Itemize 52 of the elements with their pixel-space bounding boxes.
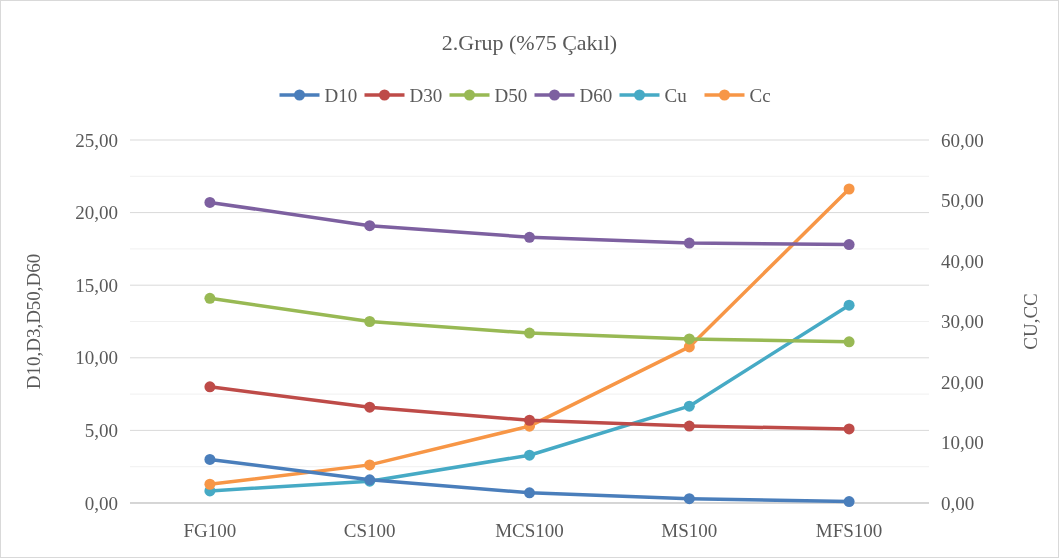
point [683,420,695,432]
point [204,478,216,490]
y-tick-label: 20,00 [75,202,118,224]
point [683,333,695,345]
y2-axis-title: CU,CC [1020,293,1041,350]
y-axis-title: D10,D3,D50,D60 [23,253,44,390]
point [843,299,855,311]
point [204,196,216,208]
y-tick-label: 0,00 [84,492,118,514]
y2-tick-label: 10,00 [941,432,984,454]
point [364,401,376,413]
legend-label: Cc [749,84,771,106]
y2-tick-label: 20,00 [941,371,984,393]
chart-title: 2.Grup (%75 Çakıl) [441,30,618,55]
legend-label: D60 [579,84,613,106]
point [524,231,535,243]
point [524,487,535,499]
point [683,237,695,249]
point [204,453,216,465]
point [204,381,216,393]
y-tick-label: 15,00 [75,274,118,296]
point [364,316,376,327]
point [524,449,535,461]
point [683,493,695,505]
x-tick-label: MFS100 [815,520,883,541]
y2-tick-label: 50,00 [941,190,984,212]
point [843,336,855,348]
legend-label: D10 [324,84,358,106]
x-tick-label: MCS100 [495,520,564,541]
x-tick-label: MS100 [661,520,718,541]
x-tick-label: FG100 [183,520,237,541]
y2-tick-label: 40,00 [941,250,984,272]
point [524,414,535,426]
point [843,423,855,435]
y-tick-label: 5,00 [84,420,118,442]
y-tick-label: 10,00 [75,347,118,369]
y2-tick-label: 0,00 [941,492,975,514]
point [683,400,695,412]
y2-tick-label: 30,00 [941,311,984,333]
x-tick-label: CS100 [343,520,396,541]
point [204,292,216,304]
point [364,220,376,232]
y-tick-label: 25,00 [75,129,118,151]
point [843,239,855,251]
y2-tick-label: 60,00 [941,129,984,151]
legend-label: Cu [664,84,688,106]
point [843,183,855,195]
point [524,327,535,339]
legend-label: D30 [409,84,443,106]
point [364,459,376,471]
point [843,496,855,508]
legend-label: D50 [494,84,528,106]
